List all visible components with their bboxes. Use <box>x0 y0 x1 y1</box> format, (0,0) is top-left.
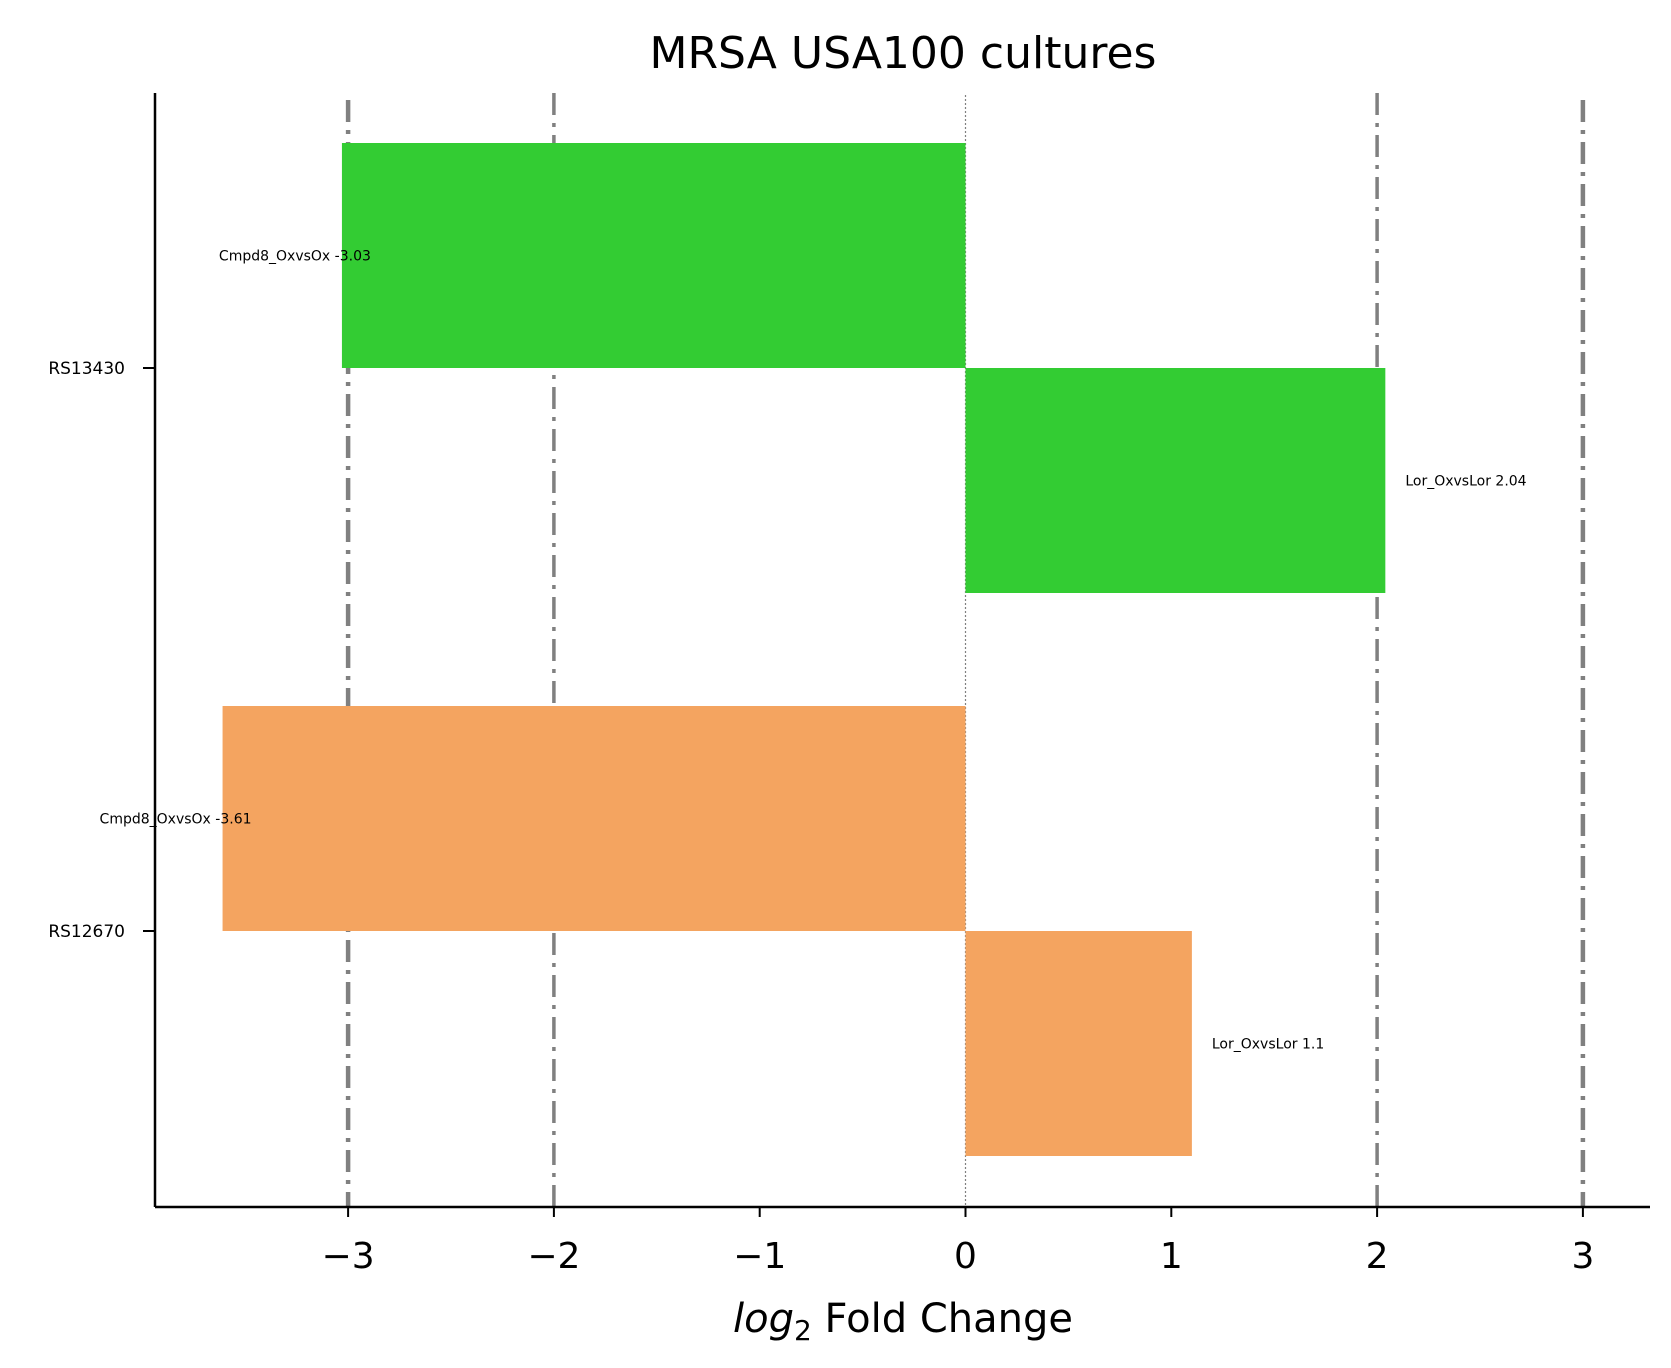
bar-rs12670-1 <box>222 706 966 931</box>
x-tick-label: 2 <box>1366 1236 1389 1277</box>
y-axis-ticks: RS13430 RS12670 <box>48 359 155 942</box>
y-tick-label-rs12670: RS12670 <box>48 922 125 942</box>
x-tick-label: −2 <box>527 1236 580 1277</box>
bars-group <box>222 143 1386 1156</box>
bar-label-rs12670-1: Cmpd8_OxvsOx -3.61 <box>100 812 252 828</box>
bar-label-rs13430-2: Lor_OxvsLor 2.04 <box>1405 474 1526 490</box>
chart-title: MRSA USA100 cultures <box>650 28 1157 79</box>
x-axis-ticks: −3 −2 −1 0 1 2 3 <box>322 1207 1594 1277</box>
bar-labels-group: Cmpd8_OxvsOx -3.03 Lor_OxvsLor 2.04 Cmpd8_… <box>100 249 1527 1053</box>
x-tick-label: 0 <box>954 1236 977 1277</box>
x-tick-label: 1 <box>1160 1236 1183 1277</box>
bar-label-rs12670-2: Lor_OxvsLor 1.1 <box>1212 1037 1324 1053</box>
bar-rs13430-1 <box>341 143 966 368</box>
x-axis-label: log2 Fold Change <box>733 1296 1073 1347</box>
x-tick-label: 3 <box>1571 1236 1594 1277</box>
x-tick-label: −1 <box>733 1236 786 1277</box>
bar-rs12670-2 <box>965 931 1192 1156</box>
y-tick-label-rs13430: RS13430 <box>48 359 125 379</box>
x-tick-label: −3 <box>322 1236 375 1277</box>
bar-label-rs13430-1: Cmpd8_OxvsOx -3.03 <box>219 249 371 265</box>
bar-rs13430-2 <box>965 368 1386 593</box>
